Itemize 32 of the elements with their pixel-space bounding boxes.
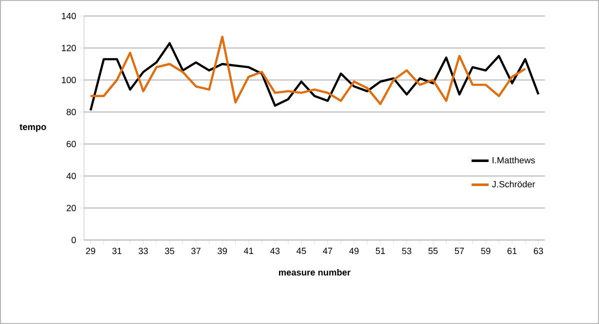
x-axis-title: measure number	[278, 268, 350, 276]
x-tick-label: 43	[270, 248, 280, 254]
y-tick-label: 20	[66, 204, 76, 212]
legend-label: J.Schröder	[492, 180, 536, 188]
y-tick-label: 100	[62, 76, 76, 84]
x-tick-label: 37	[191, 248, 200, 254]
x-tick-label: 63	[534, 248, 544, 254]
y-tick-label: 80	[66, 108, 76, 116]
line-series	[89, 36, 526, 106]
x-tick-label: 39	[218, 248, 227, 254]
x-tick-label: 45	[296, 248, 306, 254]
x-tick-label: 31	[112, 248, 122, 254]
x-tick-label: 57	[454, 248, 464, 254]
x-tick-label: 55	[428, 248, 438, 254]
y-tick-label: 40	[66, 172, 76, 180]
x-tick-label: 29	[86, 248, 96, 254]
x-tick-label: 61	[508, 248, 517, 254]
line-series	[89, 42, 540, 112]
x-tick-label: 53	[402, 248, 412, 254]
y-tick-label: 120	[62, 44, 76, 52]
x-tick-label: 41	[244, 248, 254, 254]
y-axis-title: tempo	[20, 124, 46, 132]
legend-label: I.Matthews	[492, 156, 535, 164]
y-tick-label: 0	[72, 236, 76, 244]
x-tick-label: 59	[481, 248, 490, 254]
x-tick-label: 49	[349, 248, 359, 254]
x-tick-label: 47	[322, 248, 332, 254]
y-tick-label: 140	[62, 12, 76, 20]
x-tick-label: 51	[376, 248, 385, 254]
x-tick-label: 35	[164, 248, 174, 254]
x-tick-label: 33	[138, 248, 148, 254]
y-tick-label: 60	[66, 140, 76, 148]
